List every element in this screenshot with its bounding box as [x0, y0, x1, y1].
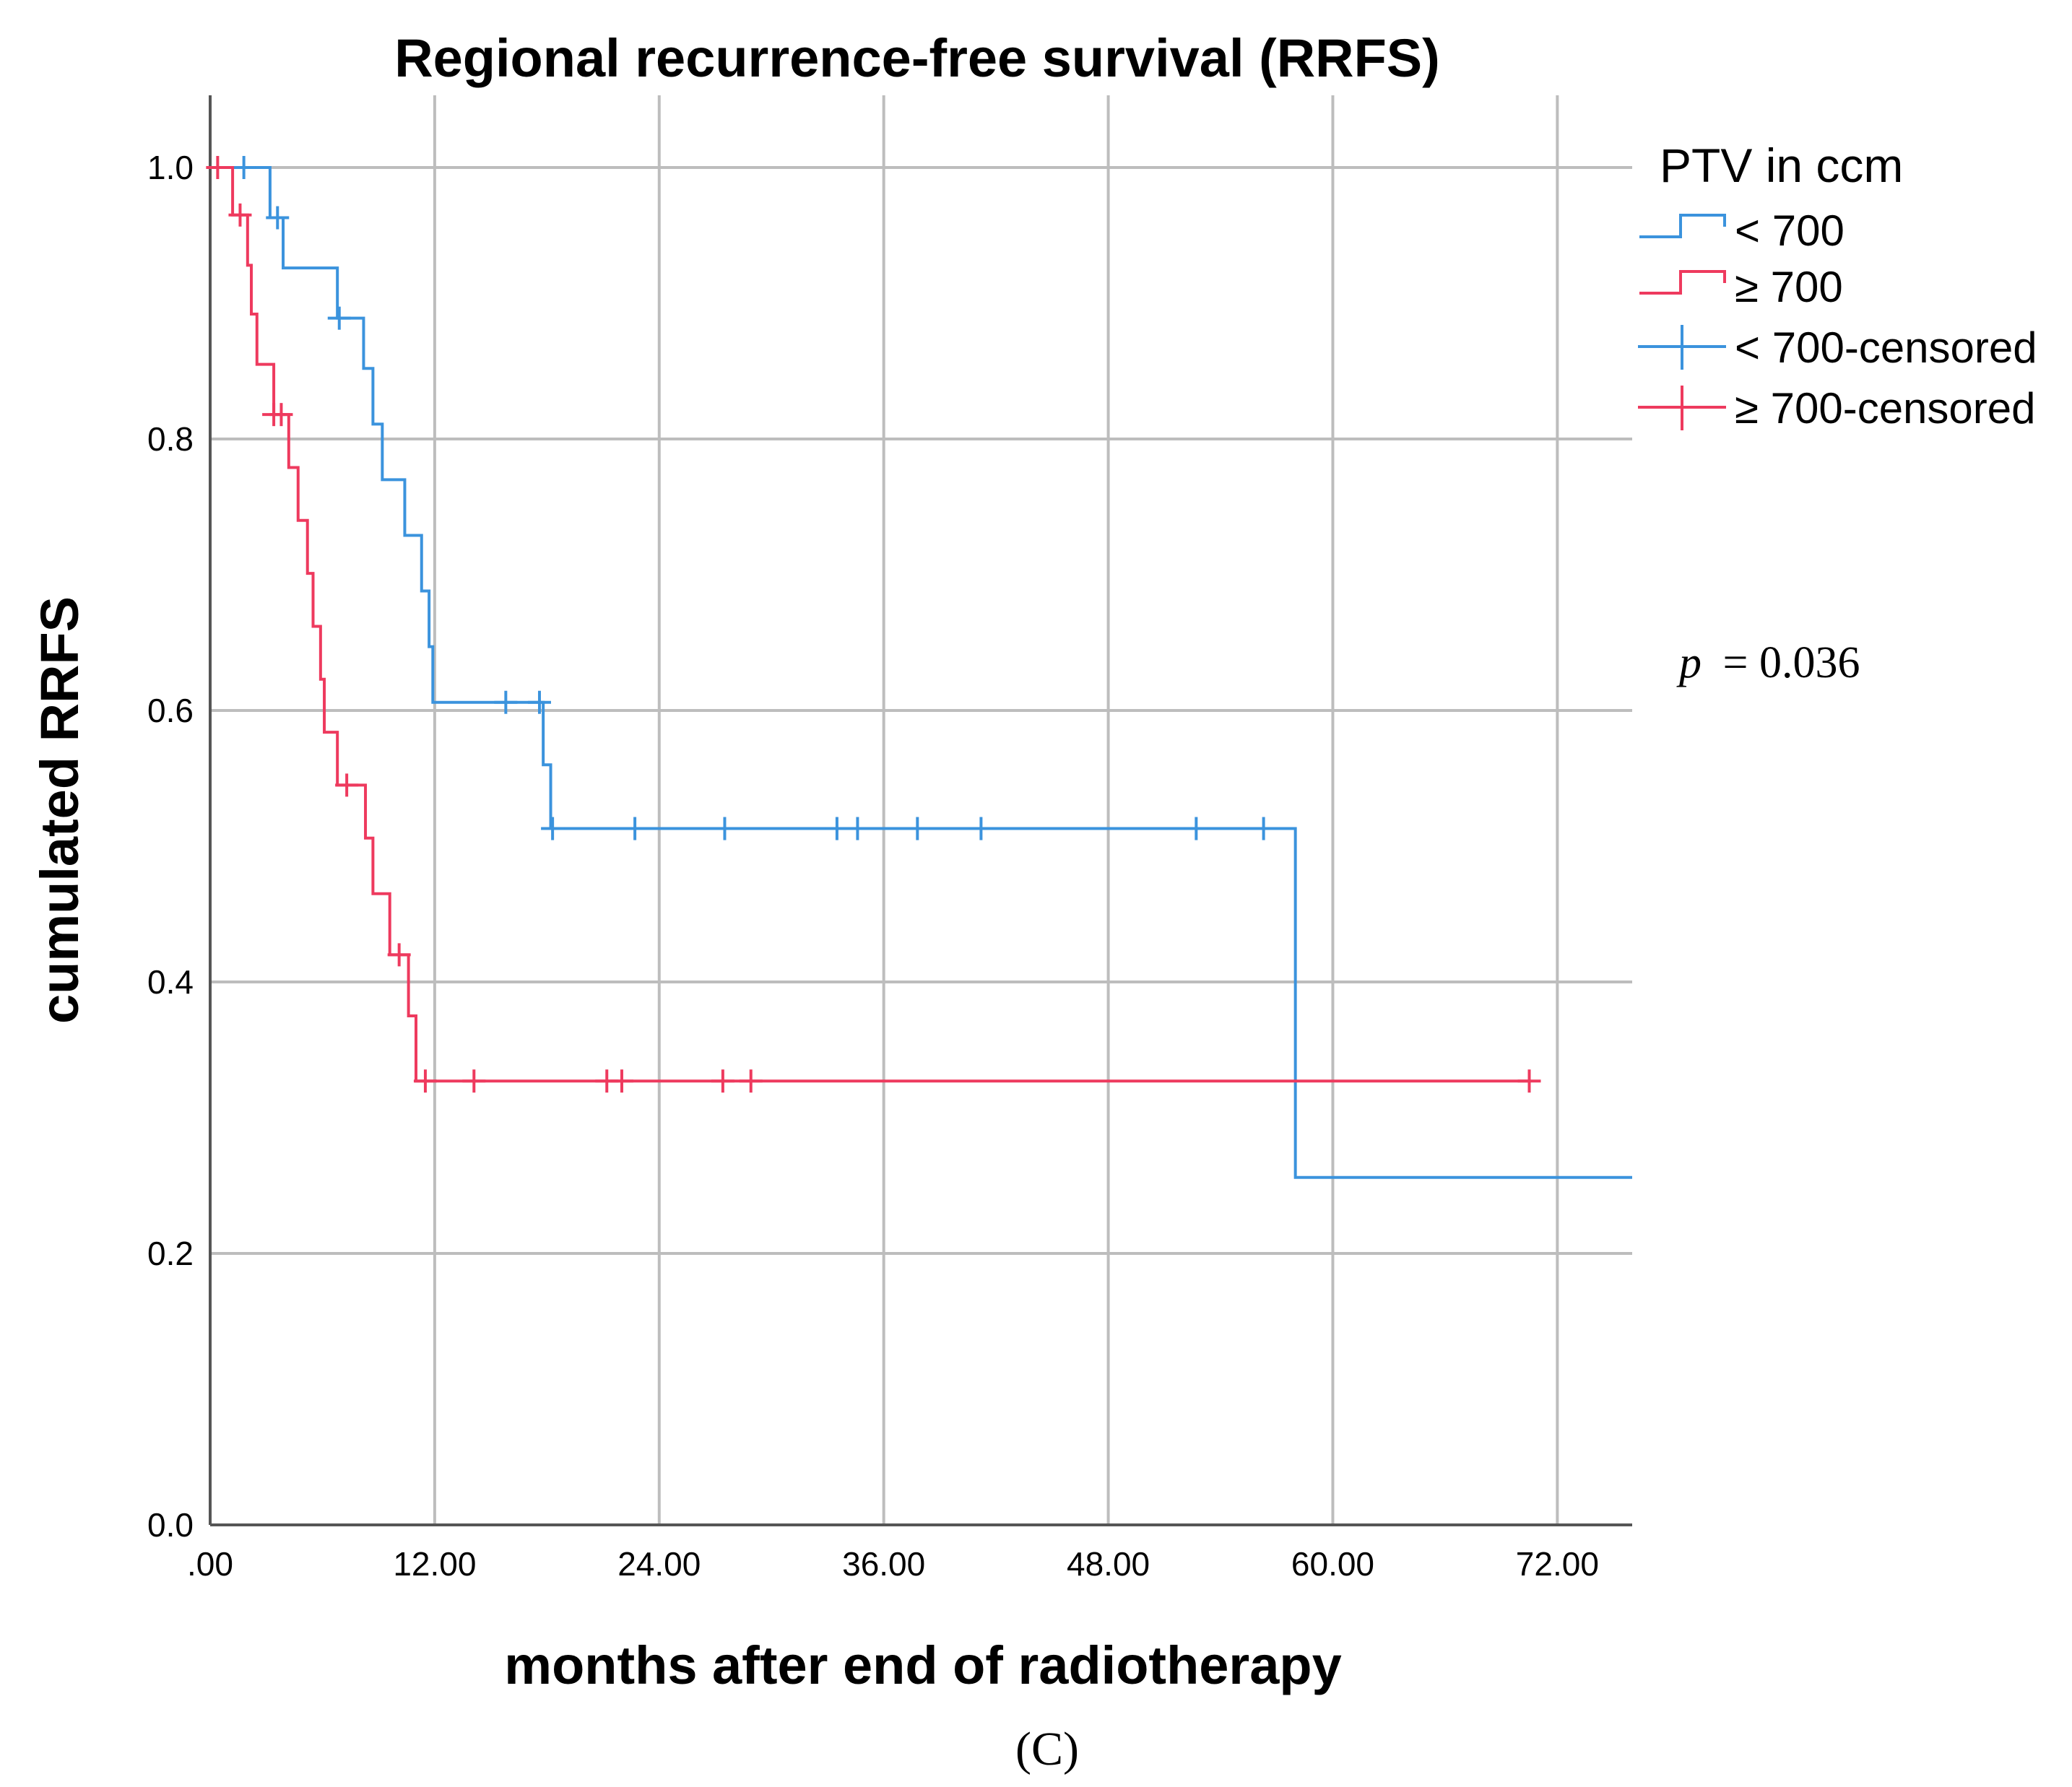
- legend: PTV in ccm < 700 ≥ 700 < 700-censored ≥ 700…: [1638, 139, 2037, 432]
- p-value: = 0.036: [1723, 638, 1860, 687]
- y-tick-label: 0.6: [147, 692, 194, 729]
- y-tick-label: 0.4: [147, 963, 194, 1001]
- x-tick-label: 48.00: [1067, 1545, 1150, 1583]
- x-tick-label: .00: [187, 1545, 233, 1583]
- p-value-annotation: p = 0.036: [1676, 638, 1860, 687]
- y-tick-label: 0.0: [147, 1506, 194, 1544]
- y-axis-label: cumulated RRFS: [30, 596, 90, 1024]
- legend-label: < 700: [1735, 206, 1845, 255]
- p-symbol: p: [1676, 638, 1702, 687]
- y-tick-label: 0.2: [147, 1235, 194, 1272]
- legend-label: ≥ 700-censored: [1735, 384, 2036, 432]
- legend-item: < 700-censored: [1638, 323, 2037, 372]
- x-tick-labels: .00 12.00 24.00 36.00 48.00 60.00 72.00: [187, 1545, 1599, 1583]
- survival-step-line: [210, 166, 1530, 1083]
- chart-title: Regional recurrence-free survival (RRFS): [394, 28, 1440, 88]
- legend-step-icon: [1639, 214, 1726, 238]
- legend-label: ≥ 700: [1735, 263, 1843, 311]
- x-tick-label: 60.00: [1291, 1545, 1374, 1583]
- y-tick-label: 0.8: [147, 420, 194, 458]
- x-axis-label: months after end of radiotherapy: [504, 1635, 1341, 1695]
- x-tick-label: 24.00: [617, 1545, 701, 1583]
- axes: [209, 95, 1632, 1526]
- legend-label: < 700-censored: [1735, 323, 2037, 372]
- y-tick-label: 1.0: [147, 149, 194, 186]
- legend-title: PTV in ccm: [1660, 139, 1903, 192]
- survival-step-line: [210, 166, 1632, 1179]
- panel-label: (C): [1015, 1723, 1079, 1775]
- x-tick-label: 12.00: [393, 1545, 476, 1583]
- x-tick-label: 36.00: [842, 1545, 925, 1583]
- gridlines: [210, 95, 1632, 1525]
- y-tick-labels: 0.0 0.2 0.4 0.6 0.8 1.0: [147, 149, 194, 1544]
- series-1: [206, 156, 1541, 1093]
- series: [206, 156, 1632, 1179]
- legend-item: < 700: [1639, 206, 1845, 255]
- legend-item: ≥ 700: [1639, 263, 1843, 311]
- x-tick-label: 72.00: [1516, 1545, 1599, 1583]
- legend-step-icon: [1639, 270, 1726, 295]
- legend-item: ≥ 700-censored: [1638, 384, 2036, 432]
- series-0: [210, 156, 1632, 1179]
